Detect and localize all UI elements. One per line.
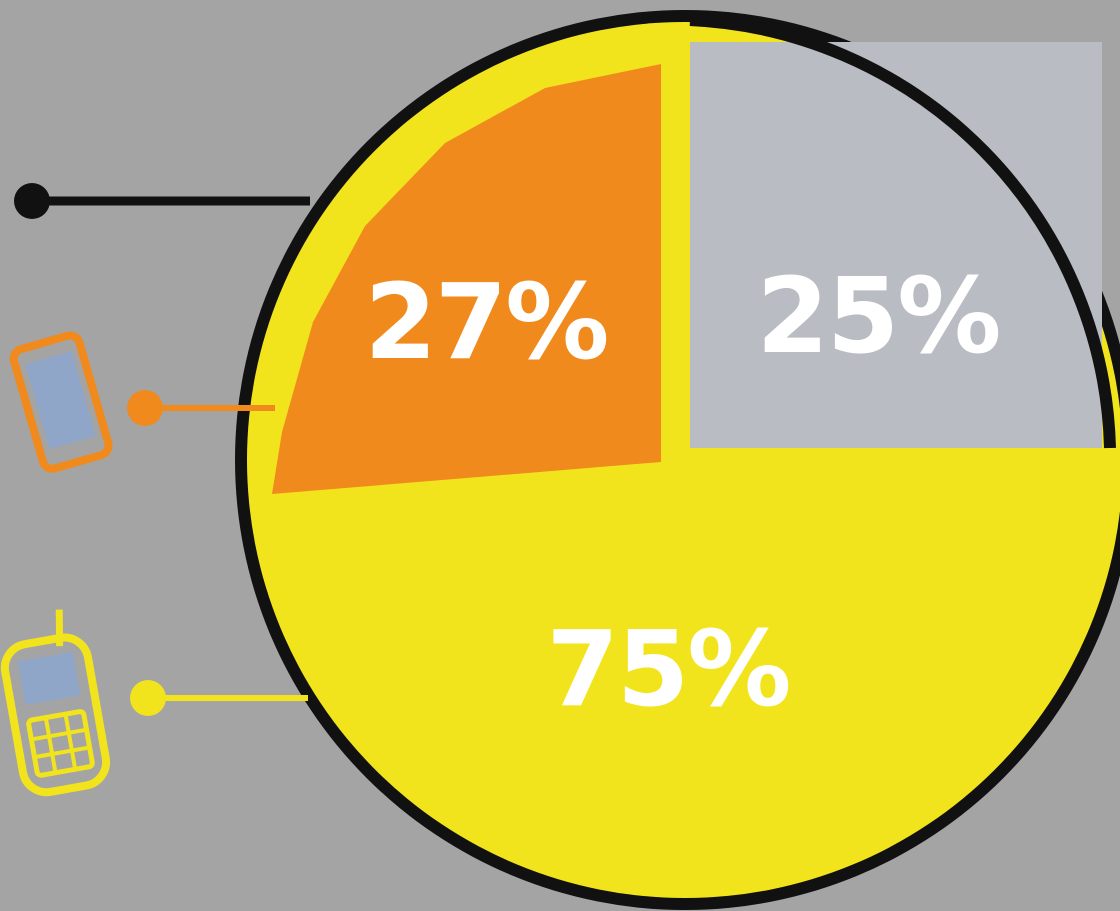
smartphone-icon xyxy=(9,331,113,473)
pie-slice-gray xyxy=(690,42,1102,448)
legend-item-orange xyxy=(9,331,275,473)
slice-labels: 27% 25% 75% xyxy=(365,255,1002,730)
pie-slice-orange xyxy=(272,64,661,494)
slice-label-gray: 25% xyxy=(757,255,1000,377)
pie-chart xyxy=(235,10,1120,910)
legend-dot-orange xyxy=(127,390,163,426)
slice-label-yellow: 75% xyxy=(547,608,790,730)
legend-dot-black xyxy=(14,183,50,219)
legend-item-yellow xyxy=(0,609,308,797)
legend xyxy=(0,183,310,797)
legend-item-black xyxy=(14,183,310,219)
legend-dot-yellow xyxy=(130,680,166,716)
feature-phone-icon xyxy=(0,609,111,797)
slice-label-orange: 27% xyxy=(365,261,608,383)
pie-outline-arc xyxy=(689,14,1116,449)
